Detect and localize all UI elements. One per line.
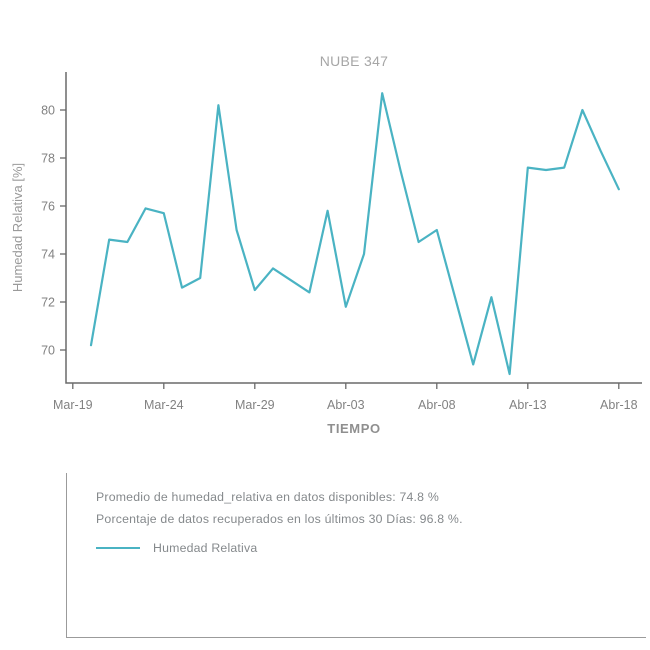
y-axis-tick-label: 80	[41, 104, 55, 118]
average-humidity-text: Promedio de humedad_relativa en datos di…	[96, 490, 439, 504]
y-axis-tick-label: 72	[41, 296, 55, 310]
y-axis-tick-label: 76	[41, 200, 55, 214]
x-axis-tick-label: Abr-08	[418, 398, 456, 412]
summary-info-box: Promedio de humedad_relativa en datos di…	[66, 473, 646, 638]
x-axis-tick-label: Mar-29	[235, 398, 275, 412]
x-axis-title: TIEMPO	[327, 421, 380, 436]
y-axis-tick-label: 70	[41, 344, 55, 358]
legend-line-swatch	[96, 547, 140, 549]
x-axis-tick-label: Abr-18	[600, 398, 638, 412]
humidity-series-line	[89, 92, 620, 376]
x-axis-tick-label: Abr-13	[509, 398, 547, 412]
y-axis-title: Humedad Relativa [%]	[10, 163, 25, 292]
y-axis-tick-label: 74	[41, 248, 55, 262]
chart-title: NUBE 347	[320, 53, 389, 69]
x-axis-tick-label: Abr-03	[327, 398, 365, 412]
legend-label: Humedad Relativa	[153, 541, 258, 555]
legend: Humedad Relativa	[96, 537, 257, 559]
x-axis-tick-label: Mar-19	[53, 398, 93, 412]
data-recovery-text: Porcentaje de datos recuperados en los ú…	[96, 511, 463, 526]
x-axis-tick-label: Mar-24	[144, 398, 184, 412]
axis-spines	[65, 72, 642, 384]
humidity-line-chart: NUBE 347 80 78 76 74 72 70 Mar-19 Mar-24 Mar-29 Ab…	[10, 53, 642, 436]
summary-text-block: Promedio de humedad_relativa en datos di…	[96, 487, 463, 530]
y-axis-tick-label: 78	[41, 152, 55, 166]
